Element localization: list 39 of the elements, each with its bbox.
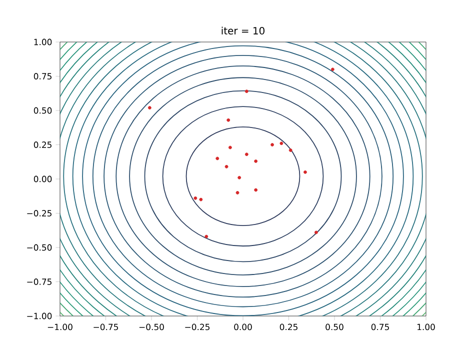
point	[236, 191, 240, 194]
x-tick-label: −1.00	[48, 324, 72, 330]
point	[199, 198, 203, 202]
y-tick-label: 0.25	[34, 142, 52, 148]
point	[228, 146, 232, 150]
point	[216, 156, 220, 160]
x-tick-label: 0.50	[326, 324, 344, 330]
point	[238, 176, 242, 180]
y-tick-label: 0.50	[34, 107, 52, 114]
point	[244, 152, 248, 156]
point	[224, 164, 228, 168]
y-tick-label: 1.00	[34, 38, 52, 46]
x-tick-label: 0.75	[371, 324, 389, 330]
y-tick-label: −0.75	[27, 278, 52, 285]
point	[254, 188, 258, 192]
point	[204, 234, 208, 238]
y-tick-label: −0.50	[27, 244, 52, 251]
point	[330, 68, 334, 72]
point	[194, 196, 198, 200]
y-tick-label: −1.00	[27, 312, 52, 320]
point	[280, 142, 284, 146]
point	[244, 90, 248, 94]
point	[226, 118, 230, 122]
x-tick-label: 1.00	[418, 324, 435, 330]
x-tick-label: −0.75	[94, 324, 118, 330]
chart-title: iter = 10	[222, 26, 264, 34]
point	[270, 143, 274, 146]
point	[304, 170, 307, 174]
point	[148, 106, 152, 110]
point	[254, 159, 258, 163]
y-tick-label: 0.75	[34, 73, 52, 80]
x-tick-label: 0.00	[234, 324, 252, 330]
point	[288, 148, 292, 152]
x-tick-label: −0.25	[185, 324, 210, 330]
point	[314, 230, 318, 234]
x-tick-label: −0.50	[139, 324, 164, 330]
x-tick-label: 0.25	[280, 324, 298, 330]
y-tick-label: 0.00	[34, 176, 52, 182]
y-tick-label: −0.25	[27, 210, 52, 216]
